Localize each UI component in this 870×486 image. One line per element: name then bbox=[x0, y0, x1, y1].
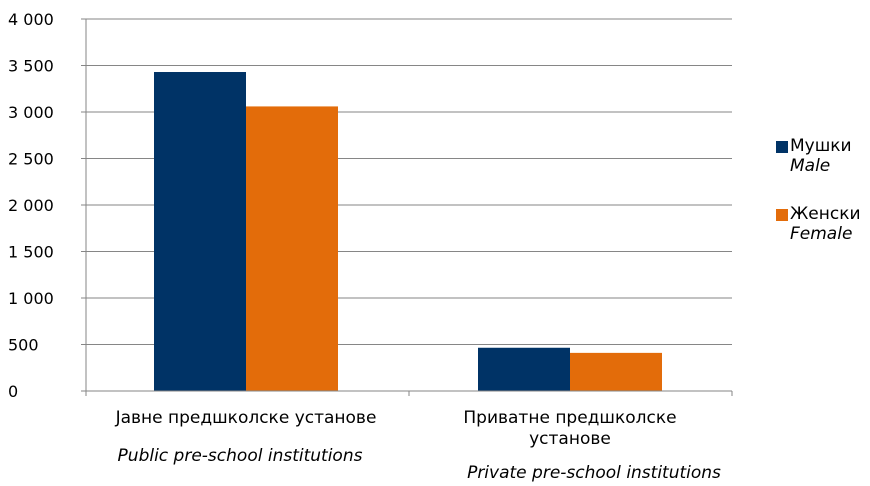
bar-female bbox=[246, 106, 338, 392]
x-category-label-en: Private pre-school institutions bbox=[467, 463, 721, 483]
bars bbox=[154, 72, 662, 392]
legend-item-female: Женски Female bbox=[776, 204, 870, 244]
legend-label-male-en: Male bbox=[790, 156, 831, 176]
bar-male bbox=[478, 347, 570, 391]
x-category-label: Приватне предшколске установе bbox=[463, 408, 676, 449]
y-tick-label: 3 500 bbox=[8, 57, 54, 76]
y-tick-label: 4 000 bbox=[8, 10, 54, 29]
x-category-label-en: Public pre-school institutions bbox=[118, 446, 363, 466]
category-labels: Јавне предшколске установе Public pre-sch… bbox=[115, 408, 721, 483]
legend-item-male: Мушки Male bbox=[776, 136, 870, 176]
legend-swatch-male bbox=[776, 141, 788, 153]
legend: Мушки Male Женски Female bbox=[776, 136, 870, 272]
y-tick-label: 2 000 bbox=[8, 196, 54, 215]
y-tick-label: 0 bbox=[8, 382, 18, 401]
y-tick-label: 1 000 bbox=[8, 289, 54, 308]
bar-male bbox=[154, 72, 246, 391]
legend-label-female-en: Female bbox=[790, 224, 853, 244]
y-tick-label: 3 000 bbox=[8, 103, 54, 122]
y-axis-ticks: 0 500 1 000 1 500 2 000 2 500 3 000 3 500 4 000 bbox=[8, 10, 54, 401]
legend-label-male: Мушки bbox=[790, 136, 852, 156]
x-axis bbox=[85, 19, 733, 396]
legend-label-female: Женски bbox=[790, 204, 861, 224]
y-tick-label: 500 bbox=[8, 336, 39, 355]
y-tick-label: 1 500 bbox=[8, 243, 54, 262]
x-category-label: Јавне предшколске установе bbox=[115, 408, 377, 428]
y-tick-label: 2 500 bbox=[8, 150, 54, 169]
bar-female bbox=[570, 352, 662, 391]
legend-swatch-female bbox=[776, 209, 788, 221]
